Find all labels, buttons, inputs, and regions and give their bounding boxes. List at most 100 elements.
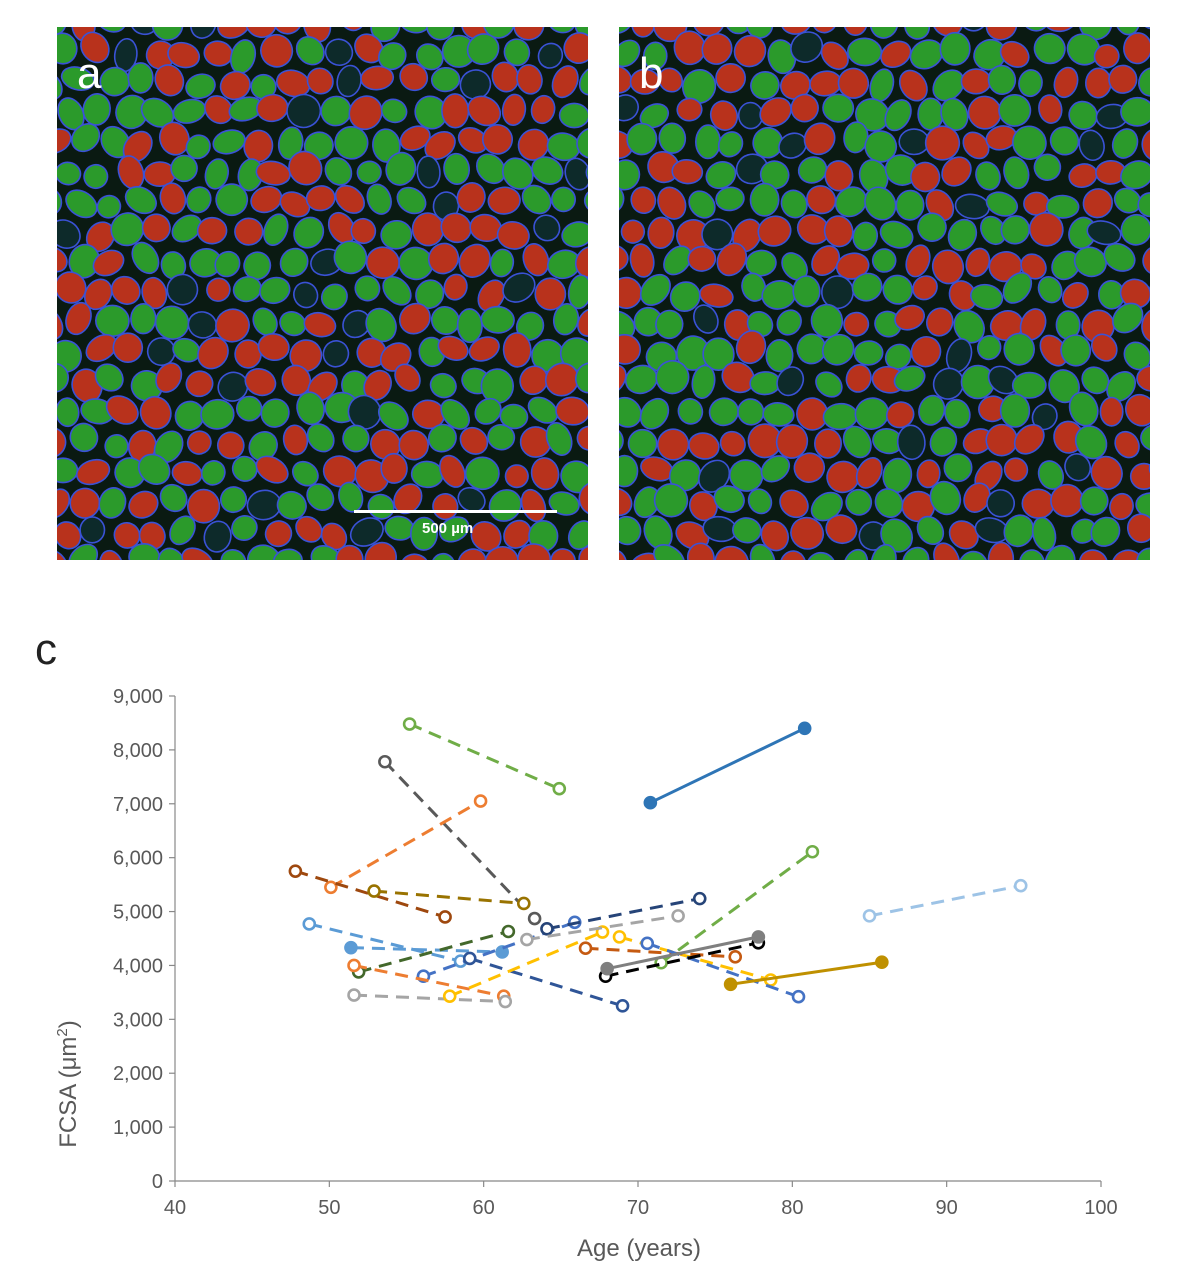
data-point [302,917,317,931]
series-line-21 [646,941,800,999]
muscle-fiber [779,550,807,560]
muscle-fiber [229,39,257,74]
muscle-fiber [1099,396,1124,427]
muscle-fiber [457,486,486,513]
muscle-fiber [410,460,444,489]
muscle-fiber [619,454,639,488]
series-line-2 [649,726,806,805]
muscle-fiber [656,428,690,461]
y-tick-label: 0 [152,1171,163,1193]
x-axis-label: Age (years) [577,1235,701,1262]
muscle-fiber [717,131,744,158]
muscle-fiber [139,395,172,430]
muscle-fiber [214,250,241,278]
series-line-6 [373,889,524,905]
muscle-fiber [57,307,64,340]
muscle-fiber [127,62,154,94]
muscle-fiber [852,221,879,252]
muscle-fiber [1060,334,1092,367]
muscle-fiber [356,160,382,185]
muscle-fiber [276,490,307,520]
series-line-16 [469,957,624,1008]
muscle-fiber [399,62,429,92]
muscle-fiber [694,124,722,160]
muscle-fiber [131,241,160,275]
series-line-9 [308,922,461,963]
muscle-fiber [92,249,125,277]
muscle-fiber [466,33,500,66]
muscle-fiber [905,244,931,278]
muscle-fiber [1090,455,1123,490]
data-point [540,921,554,936]
muscle-fiber [686,542,715,560]
muscle-fiber [1011,371,1047,399]
muscle-fiber [790,31,824,63]
muscle-fiber [303,311,337,338]
muscle-fiber [200,460,226,486]
muscle-fiber [1078,129,1105,162]
muscle-fiber [399,125,431,151]
muscle-fiber [398,429,429,461]
muscle-fiber [918,394,946,426]
muscle-fiber [186,186,212,214]
muscle-fiber [57,219,81,249]
muscle-fiber [467,95,502,127]
muscle-fiber [397,27,433,34]
muscle-fiber [186,430,212,455]
muscle-fiber [232,275,262,303]
muscle-fiber [440,399,471,430]
muscle-fiber [1140,423,1150,452]
muscle-fiber [277,126,304,160]
muscle-fiber [655,359,690,395]
muscle-fiber [171,460,203,486]
muscle-fiber [322,340,350,368]
muscle-fiber [843,27,868,36]
muscle-fiber [350,217,377,245]
muscle-fiber [57,457,79,484]
muscle-fiber [745,249,777,277]
muscle-fiber [1033,32,1066,65]
muscle-fiber [1045,194,1080,219]
muscle-fiber [409,516,439,551]
muscle-fiber [57,549,69,560]
muscle-fiber [366,183,392,215]
muscle-fiber [57,246,68,273]
muscle-fiber [1053,66,1079,99]
muscle-fiber [902,546,930,560]
muscle-fiber [333,240,368,275]
muscle-fiber [475,153,506,185]
muscle-fiber [735,330,767,365]
muscle-fiber [806,185,837,215]
muscle-fiber [1074,425,1108,460]
muscle-fiber [998,93,1032,127]
muscle-fiber [548,491,580,516]
muscle-fiber [835,252,870,280]
data-point [791,989,806,1004]
data-point [344,940,358,955]
muscle-fiber [1031,516,1057,552]
muscle-fiber [187,311,218,339]
muscle-fiber [349,517,384,547]
muscle-fiber [365,246,400,280]
muscle-fiber [619,183,625,214]
data-point [1013,878,1028,893]
muscle-fiber [824,160,854,192]
muscle-fiber [574,362,588,394]
muscle-fiber [57,363,70,393]
muscle-fiber [810,303,844,338]
muscle-fiber [104,434,129,459]
muscle-fiber [701,33,733,65]
muscle-fiber [619,487,633,517]
muscle-fiber [137,453,171,485]
muscle-fiber [619,425,624,455]
muscle-fiber [759,97,792,127]
muscle-fiber [916,459,941,489]
muscle-fiber [306,423,335,453]
muscle-fiber [320,95,352,127]
muscle-fiber [941,156,972,187]
muscle-fiber [354,459,390,494]
muscle-fiber [380,98,408,124]
muscle-fiber [1018,69,1043,98]
muscle-fiber [1021,488,1055,519]
muscle-fiber [459,426,489,455]
